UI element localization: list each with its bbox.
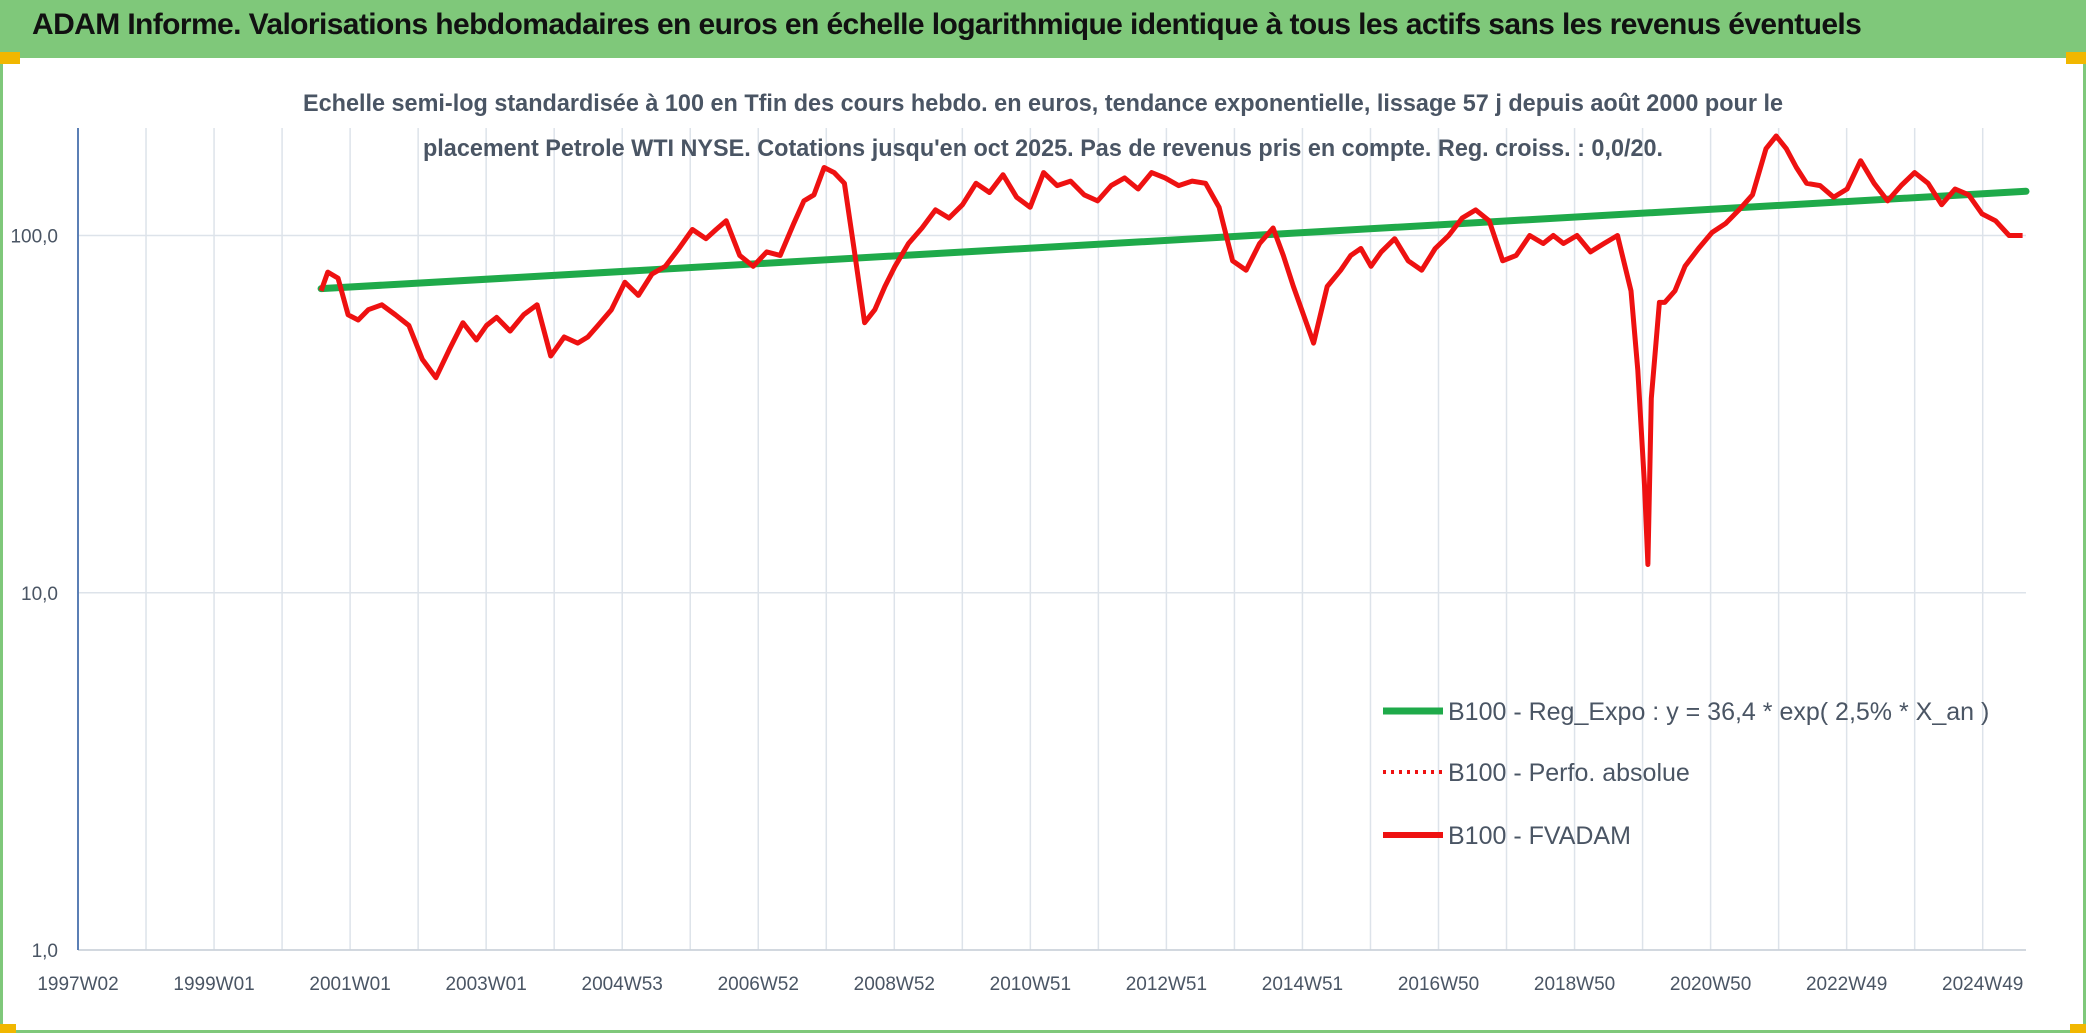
x-tick-labels: 1997W02 1999W01 2001W01 2003W01 2004W53 2006W… — [37, 974, 2023, 995]
trend-line-series — [317, 187, 2030, 293]
x-tick-label: 2006W52 — [718, 974, 799, 995]
header-band — [0, 0, 2086, 58]
corner-marker-top-left — [0, 52, 20, 64]
x-tick-label: 2008W52 — [854, 974, 935, 995]
x-tick-label: 2001W01 — [309, 974, 390, 995]
y-tick-label: 1,0 — [32, 941, 58, 962]
frame-bottom-border — [0, 1030, 2086, 1033]
x-tick-label: 1999W01 — [173, 974, 254, 995]
y-tick-label: 100,0 — [10, 227, 58, 248]
x-tick-label: 2010W51 — [990, 974, 1071, 995]
page-title: ADAM Informe. Valorisations hebdomadaire… — [32, 8, 1862, 41]
frame-right-border — [2083, 58, 2086, 1033]
chart-title-line-2: placement Petrole WTI NYSE. Cotations ju… — [423, 135, 1663, 162]
legend: B100 - Reg_Expo : y = 36,4 * exp( 2,5% *… — [1383, 698, 1989, 850]
x-tick-label: 2003W01 — [445, 974, 526, 995]
x-tick-label: 2018W50 — [1534, 974, 1615, 995]
x-tick-label: 2024W49 — [1942, 974, 2023, 995]
legend-label: B100 - Reg_Expo : y = 36,4 * exp( 2,5% *… — [1448, 698, 1989, 726]
plot-area — [317, 133, 2030, 567]
corner-marker-top-right — [2066, 52, 2086, 64]
legend-label: B100 - Perfo. absolue — [1448, 759, 1690, 787]
y-tick-label: 10,0 — [21, 584, 58, 605]
x-tick-label: 2020W50 — [1670, 974, 1751, 995]
x-tick-label: 2012W51 — [1126, 974, 1207, 995]
x-tick-label: 2014W51 — [1262, 974, 1343, 995]
frame-left-border — [0, 58, 3, 1033]
y-tick-labels: 100,0 10,0 1,0 — [10, 227, 58, 962]
legend-label: B100 - FVADAM — [1448, 822, 1631, 850]
corner-marker-bottom-right — [2070, 1024, 2086, 1033]
x-tick-label: 1997W02 — [37, 974, 118, 995]
x-tick-label: 2016W50 — [1398, 974, 1479, 995]
x-tick-label: 2022W49 — [1806, 974, 1887, 995]
chart-title-line-1: Echelle semi-log standardisée à 100 en T… — [303, 90, 1783, 117]
x-tick-label: 2004W53 — [582, 974, 663, 995]
corner-marker-bottom-left — [0, 1024, 16, 1033]
chart-grid — [78, 128, 2026, 951]
fvadam-line-series — [318, 133, 2023, 567]
